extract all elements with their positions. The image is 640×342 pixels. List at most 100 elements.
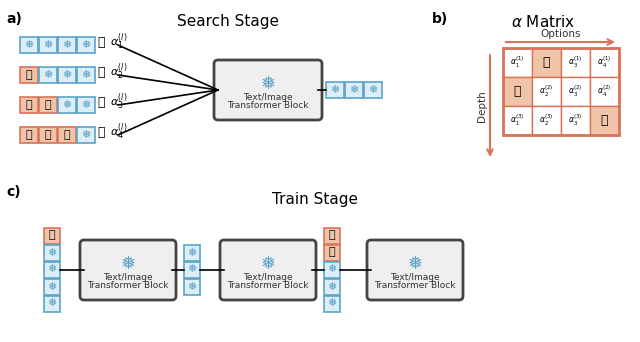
Text: ❅: ❅ xyxy=(368,85,378,95)
Text: ❅: ❅ xyxy=(44,40,52,50)
FancyBboxPatch shape xyxy=(326,82,344,98)
Bar xyxy=(532,77,561,106)
Text: ❅: ❅ xyxy=(44,70,52,80)
FancyBboxPatch shape xyxy=(324,295,340,312)
FancyBboxPatch shape xyxy=(77,67,95,83)
Text: ❅: ❅ xyxy=(81,40,91,50)
Text: $\alpha_1^{(l)}$: $\alpha_1^{(l)}$ xyxy=(110,31,127,52)
FancyBboxPatch shape xyxy=(324,262,340,277)
FancyBboxPatch shape xyxy=(39,97,57,113)
Text: Transformer Block: Transformer Block xyxy=(227,101,308,109)
Text: ❅: ❅ xyxy=(327,264,337,275)
FancyBboxPatch shape xyxy=(58,97,76,113)
FancyBboxPatch shape xyxy=(367,240,463,300)
Text: ❅: ❅ xyxy=(188,264,196,275)
FancyBboxPatch shape xyxy=(20,127,38,143)
Bar xyxy=(503,77,532,106)
Text: Text/Image: Text/Image xyxy=(243,273,293,281)
Text: Text/Image: Text/Image xyxy=(390,273,440,281)
Bar xyxy=(503,48,619,135)
FancyBboxPatch shape xyxy=(220,240,316,300)
Text: Transformer Block: Transformer Block xyxy=(374,280,456,289)
Text: $\alpha_3^{(1)}$: $\alpha_3^{(1)}$ xyxy=(568,55,583,70)
Text: $\alpha_4^{(l)}$: $\alpha_4^{(l)}$ xyxy=(110,122,127,142)
Text: ❅: ❅ xyxy=(81,100,91,110)
Text: 🔥: 🔥 xyxy=(329,248,335,258)
Text: 🔥: 🔥 xyxy=(26,130,32,140)
Bar xyxy=(503,106,532,135)
Text: 🔥: 🔥 xyxy=(97,95,104,108)
FancyBboxPatch shape xyxy=(44,295,60,312)
FancyBboxPatch shape xyxy=(44,278,60,294)
Text: 🔥: 🔥 xyxy=(601,114,608,127)
Text: 🔥: 🔥 xyxy=(514,85,521,98)
FancyBboxPatch shape xyxy=(20,97,38,113)
FancyBboxPatch shape xyxy=(364,82,382,98)
Text: Options: Options xyxy=(540,29,580,39)
Text: Search Stage: Search Stage xyxy=(177,14,279,29)
Text: ❅: ❅ xyxy=(330,85,340,95)
Text: 🔥: 🔥 xyxy=(26,100,32,110)
Bar xyxy=(590,106,619,135)
Text: 🔥: 🔥 xyxy=(543,56,550,69)
Text: $\alpha_2^{(3)}$: $\alpha_2^{(3)}$ xyxy=(540,113,554,128)
Text: ❅: ❅ xyxy=(62,70,72,80)
Bar xyxy=(503,48,532,77)
Text: $\alpha_3^{(l)}$: $\alpha_3^{(l)}$ xyxy=(110,92,127,113)
FancyBboxPatch shape xyxy=(324,227,340,244)
Text: b): b) xyxy=(432,12,448,26)
Text: $\alpha_2^{(l)}$: $\alpha_2^{(l)}$ xyxy=(110,62,127,82)
FancyBboxPatch shape xyxy=(77,97,95,113)
FancyBboxPatch shape xyxy=(324,245,340,261)
Text: ❅: ❅ xyxy=(260,255,276,273)
Text: $\alpha_1^{(1)}$: $\alpha_1^{(1)}$ xyxy=(510,55,525,70)
FancyBboxPatch shape xyxy=(77,37,95,53)
FancyBboxPatch shape xyxy=(39,67,57,83)
Text: $\alpha_4^{(2)}$: $\alpha_4^{(2)}$ xyxy=(597,84,612,99)
FancyBboxPatch shape xyxy=(184,278,200,294)
Text: Text/Image: Text/Image xyxy=(103,273,153,281)
Bar xyxy=(590,48,619,77)
FancyBboxPatch shape xyxy=(345,82,363,98)
Text: $\alpha_3^{(3)}$: $\alpha_3^{(3)}$ xyxy=(568,113,583,128)
FancyBboxPatch shape xyxy=(324,278,340,294)
Text: Text/Image: Text/Image xyxy=(243,92,293,102)
FancyBboxPatch shape xyxy=(77,127,95,143)
Text: 🔥: 🔥 xyxy=(329,231,335,240)
Text: ❅: ❅ xyxy=(120,255,136,273)
Text: ❅: ❅ xyxy=(81,70,91,80)
Bar xyxy=(590,77,619,106)
Text: 🔥: 🔥 xyxy=(97,66,104,79)
Bar xyxy=(532,48,561,77)
FancyBboxPatch shape xyxy=(20,37,38,53)
Text: ❅: ❅ xyxy=(327,299,337,308)
FancyBboxPatch shape xyxy=(20,67,38,83)
Text: ❅: ❅ xyxy=(24,40,34,50)
FancyBboxPatch shape xyxy=(58,127,76,143)
Text: Train Stage: Train Stage xyxy=(272,192,358,207)
Text: 🔥: 🔥 xyxy=(97,126,104,139)
Text: ❅: ❅ xyxy=(260,75,276,93)
FancyBboxPatch shape xyxy=(44,227,60,244)
FancyBboxPatch shape xyxy=(214,60,322,120)
Text: ❅: ❅ xyxy=(62,100,72,110)
FancyBboxPatch shape xyxy=(44,262,60,277)
Text: ❅: ❅ xyxy=(47,281,57,291)
Bar xyxy=(561,77,590,106)
Text: 🔥: 🔥 xyxy=(45,100,51,110)
Text: 🔥: 🔥 xyxy=(97,36,104,49)
FancyBboxPatch shape xyxy=(184,245,200,261)
Text: ❅: ❅ xyxy=(47,264,57,275)
FancyBboxPatch shape xyxy=(58,67,76,83)
Text: Transformer Block: Transformer Block xyxy=(227,280,308,289)
Text: Depth: Depth xyxy=(477,90,487,122)
Text: a): a) xyxy=(6,12,22,26)
Text: 🔥: 🔥 xyxy=(49,231,55,240)
Text: 🔥: 🔥 xyxy=(64,130,70,140)
Text: ❅: ❅ xyxy=(188,281,196,291)
Text: ❅: ❅ xyxy=(188,248,196,258)
Text: $\alpha_2^{(2)}$: $\alpha_2^{(2)}$ xyxy=(540,84,554,99)
Text: $\alpha_1^{(3)}$: $\alpha_1^{(3)}$ xyxy=(510,113,525,128)
FancyBboxPatch shape xyxy=(80,240,176,300)
Text: ❅: ❅ xyxy=(81,130,91,140)
